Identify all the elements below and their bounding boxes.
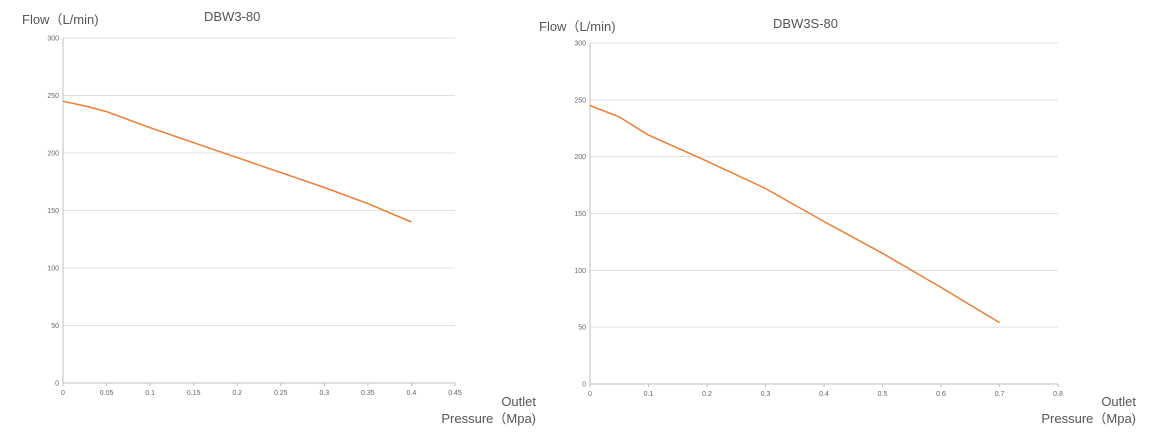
chart-dbw3-80: 0 50 100 150 200 250 300 0 0.05 0.1 0.15 0.2 0.25 0.3…	[0, 0, 560, 443]
x-tick-label: 0.7	[995, 391, 1005, 398]
x-tick-label: 0.1	[145, 390, 155, 397]
x-tick-label: 0.2	[232, 390, 242, 397]
x-tick-label: 0.4	[819, 391, 829, 398]
x-axis-label: Outlet Pressure（Mpa)	[438, 393, 536, 427]
x-tick-label: 0.1	[644, 391, 654, 398]
x-axis-label-line1: Outlet	[501, 394, 536, 409]
chart-dbw3s-80: 0 50 100 150 200 250 300 0 0.1 0.2 0.3 0.4 0.5 0.6 0.7…	[539, 0, 1156, 443]
x-tick-label: 0.2	[702, 391, 712, 398]
x-tick-label: 0.35	[361, 390, 375, 397]
x-tick-label: 0.3	[761, 391, 771, 398]
x-axis-label-line2: Pressure（Mpa)	[1041, 411, 1136, 426]
y-tick-label: 150	[574, 211, 586, 218]
y-tick-label: 250	[47, 93, 59, 100]
x-tick-label: 0.8	[1053, 391, 1063, 398]
y-tick-label: 200	[574, 154, 586, 161]
y-tick-label: 300	[47, 36, 59, 43]
x-tick-label: 0	[588, 391, 592, 398]
y-tick-label: 0	[55, 381, 59, 388]
y-axis-label: Flow（L/min)	[539, 19, 616, 34]
x-tick-label: 0.4	[407, 390, 417, 397]
x-tick-label: 0.15	[187, 390, 201, 397]
x-tick-label: 0	[61, 390, 65, 397]
y-tick-label: 0	[582, 382, 586, 389]
x-tick-label: 0.6	[936, 391, 946, 398]
y-axis-label: Flow（L/min)	[22, 12, 99, 27]
y-tick-label: 300	[574, 41, 586, 48]
y-tick-label: 100	[47, 266, 59, 273]
chart-plot-area: 0 50 100 150 200 250 300 0 0.1 0.2 0.3 0.4 0.5 0.6 0.7…	[574, 41, 1063, 399]
x-axis-label-line1: Outlet	[1101, 394, 1136, 409]
y-tick-label: 100	[574, 268, 586, 275]
x-axis-label: Outlet Pressure（Mpa)	[1038, 393, 1136, 427]
x-tick-label: 0.05	[100, 390, 114, 397]
flow-curve-line	[62, 100, 412, 223]
x-tick-label: 0.3	[319, 390, 329, 397]
y-tick-label: 50	[578, 325, 586, 332]
x-tick-label: 0.5	[878, 391, 888, 398]
y-tick-label: 150	[47, 208, 59, 215]
y-tick-label: 250	[574, 97, 586, 104]
x-tick-label: 0.45	[448, 390, 462, 397]
y-tick-label: 200	[47, 151, 59, 158]
x-axis-label-line2: Pressure（Mpa)	[441, 411, 536, 426]
chart-title: DBW3S-80	[773, 16, 839, 31]
x-tick-label: 0.25	[274, 390, 288, 397]
chart-title: DBW3-80	[204, 9, 261, 24]
y-tick-label: 50	[51, 323, 59, 330]
flow-curve-line	[589, 104, 1000, 324]
chart-plot-area: 0 50 100 150 200 250 300 0 0.05 0.1 0.15 0.2 0.25 0.3…	[47, 36, 462, 398]
